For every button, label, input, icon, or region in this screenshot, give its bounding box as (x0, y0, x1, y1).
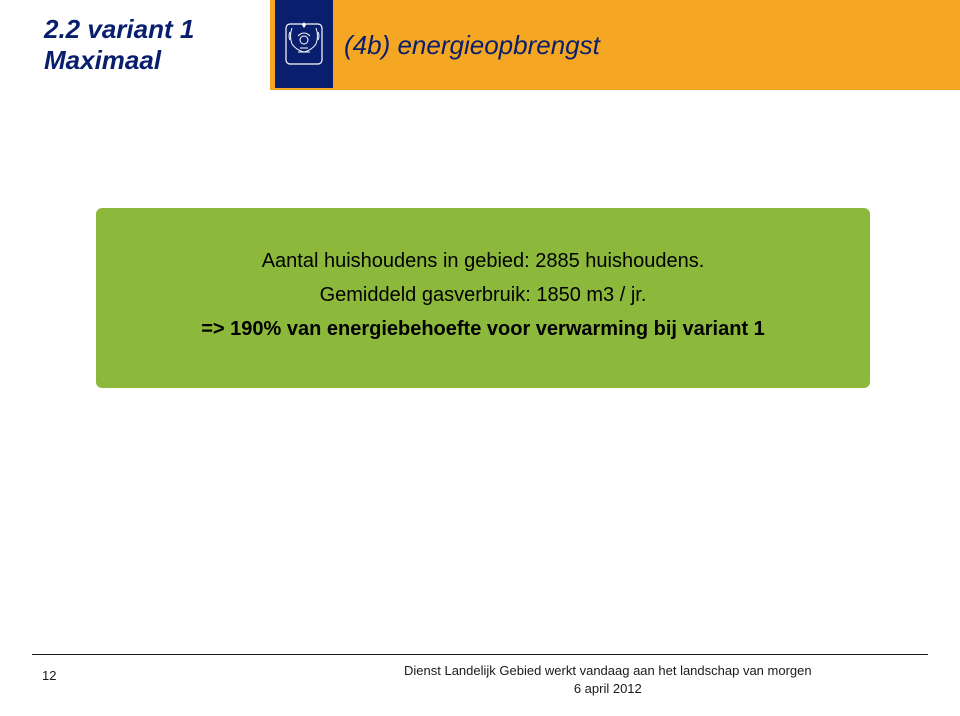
header-right: (4b) energieopbrengst (270, 0, 960, 90)
footer-org: Dienst Landelijk Gebied werkt vandaag aa… (404, 663, 812, 678)
coat-of-arms-icon (284, 18, 324, 70)
header-left: 2.2 variant 1 Maximaal (0, 0, 270, 90)
slide-title-right: (4b) energieopbrengst (344, 30, 600, 61)
page-number: 12 (42, 668, 56, 683)
slide: 2.2 variant 1 Maximaal (4b) energieopbre… (0, 0, 960, 716)
footer: 12 Dienst Landelijk Gebied werkt vandaag… (0, 654, 960, 716)
content-line-3: => 190% van energiebehoefte voor verwarm… (124, 312, 842, 346)
content-box: Aantal huishoudens in gebied: 2885 huish… (96, 208, 870, 388)
line3-percent: 190% (230, 318, 281, 340)
content-line-2: Gemiddeld gasverbruik: 1850 m3 / jr. (124, 278, 842, 312)
line3-suffix: variant 1 (683, 318, 765, 340)
line3-prefix: => (201, 318, 230, 340)
line3-mid: van energiebehoefte voor verwarming bij (281, 318, 682, 340)
footer-text: Dienst Landelijk Gebied werkt vandaag aa… (404, 662, 812, 698)
header-bar: 2.2 variant 1 Maximaal (4b) energieopbre… (0, 0, 960, 90)
slide-title-left: 2.2 variant 1 Maximaal (44, 14, 270, 76)
content-line-1: Aantal huishoudens in gebied: 2885 huish… (124, 244, 842, 278)
footer-divider (32, 654, 928, 655)
footer-date: 6 april 2012 (404, 680, 812, 698)
government-emblem-icon (275, 0, 333, 88)
